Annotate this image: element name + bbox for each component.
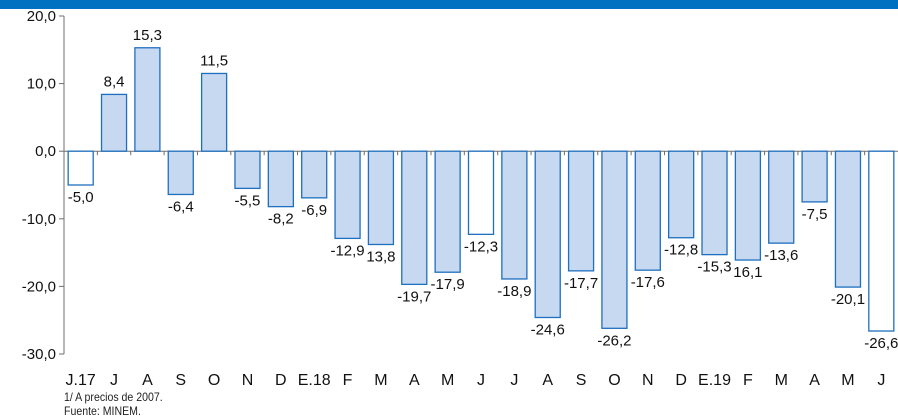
bar: [668, 150, 695, 239]
x-tick-label: N: [242, 372, 254, 389]
bar: [401, 150, 428, 286]
x-tick-label: E.18: [298, 372, 331, 389]
footnote: 1/ A precios de 2007.: [64, 390, 163, 404]
source-note: Fuente: MINEM.: [64, 404, 141, 418]
data-label: -12,3: [464, 238, 498, 255]
y-tick-label: 0,0: [35, 143, 56, 160]
bar: [67, 150, 94, 186]
x-tick-label: A: [142, 372, 153, 389]
x-tick-label: A: [409, 372, 420, 389]
data-label: -7,5: [802, 206, 828, 223]
y-tick-label: -10,0: [22, 211, 56, 228]
data-label: -17,7: [564, 275, 598, 292]
data-label: -17,9: [431, 276, 465, 293]
x-tick-label: A: [809, 372, 820, 389]
x-tick-label: S: [576, 372, 587, 389]
x-tick-label: O: [608, 372, 620, 389]
x-tick-label: M: [441, 372, 454, 389]
data-label: 15,3: [133, 27, 162, 44]
data-label: 11,5: [200, 52, 228, 69]
x-tick-label: J: [877, 372, 885, 389]
bar: [434, 150, 461, 273]
bar: [601, 150, 628, 329]
data-label: -13,6: [764, 247, 798, 264]
x-tick-label: D: [275, 372, 287, 389]
x-tick-label: S: [175, 372, 186, 389]
data-label: -12,8: [664, 242, 698, 259]
x-tick-label: O: [208, 372, 220, 389]
bar: [634, 150, 661, 271]
bar: [100, 93, 128, 152]
bar: [367, 150, 395, 246]
bar: [834, 150, 862, 288]
data-label: -24,6: [531, 321, 565, 338]
data-label: -26,2: [597, 332, 631, 349]
x-tick-label: N: [642, 372, 654, 389]
data-label: 8,4: [104, 73, 125, 90]
x-tick-label: E.19: [698, 372, 731, 389]
data-label: -26,6: [864, 335, 898, 352]
x-tick-label: M: [775, 372, 788, 389]
bar: [567, 150, 595, 272]
bar: [868, 150, 895, 332]
x-tick-label: A: [542, 372, 553, 389]
bar: [334, 150, 361, 240]
data-label: -17,6: [631, 274, 665, 291]
bar: [734, 150, 762, 261]
data-label: -19,7: [397, 288, 431, 305]
data-label: 16,1: [733, 264, 762, 281]
bar: [267, 150, 294, 208]
x-tick-label: M: [374, 372, 387, 389]
bar: [200, 72, 228, 152]
x-tick-label: J: [477, 372, 485, 389]
data-label: 13,8: [366, 248, 395, 265]
y-tick-label: 10,0: [27, 76, 56, 93]
bar: [467, 150, 495, 235]
x-tick-label: F: [343, 372, 353, 389]
x-tick-label: F: [743, 372, 753, 389]
bar: [768, 150, 795, 244]
data-label: -12,9: [330, 242, 364, 259]
data-label: -15,3: [697, 259, 731, 276]
data-label: -6,4: [168, 198, 194, 215]
bar: [134, 47, 161, 152]
x-tick-label: J.17: [66, 372, 96, 389]
data-label: -18,9: [497, 283, 531, 300]
x-tick-label: D: [675, 372, 687, 389]
bar: [301, 150, 328, 199]
bar: [167, 150, 194, 196]
data-label: -5,0: [68, 189, 94, 206]
header-band: [0, 0, 898, 9]
y-tick-label: 20,0: [27, 8, 56, 25]
data-label: -8,2: [268, 211, 294, 228]
y-tick-label: -20,0: [22, 278, 56, 295]
data-label: -20,1: [831, 291, 865, 308]
bar: [501, 150, 528, 280]
x-tick-label: J: [510, 372, 518, 389]
data-label: -6,9: [301, 202, 327, 219]
bar: [801, 150, 828, 203]
bar: [534, 150, 561, 319]
bar: [234, 150, 261, 190]
bar: [701, 150, 728, 256]
y-tick-label: -30,0: [22, 346, 56, 363]
x-tick-label: M: [841, 372, 854, 389]
x-tick-label: J: [110, 372, 118, 389]
data-label: -5,5: [235, 192, 261, 209]
